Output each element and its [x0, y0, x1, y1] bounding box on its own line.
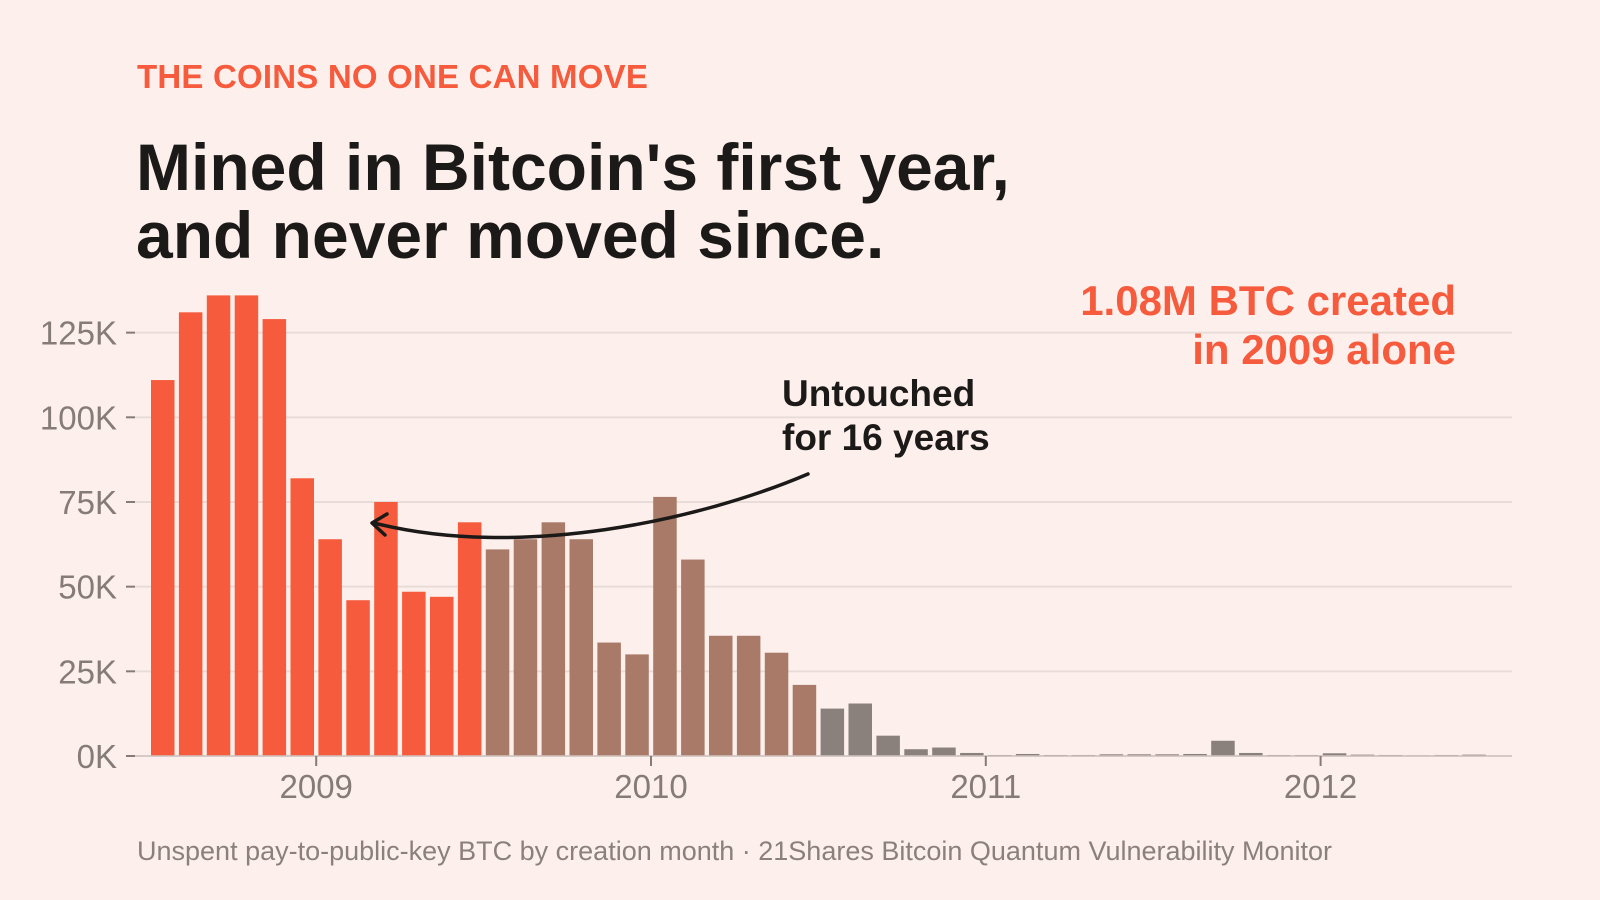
y-tick-label: 50K — [58, 569, 117, 606]
bar — [569, 539, 593, 756]
bar — [681, 559, 705, 756]
chart-title-line-1: Mined in Bitcoin's first year, — [136, 130, 1010, 204]
bar — [1211, 740, 1235, 756]
bar — [1322, 753, 1347, 756]
annotation-line-1: Untouched — [782, 373, 976, 414]
bar — [1127, 754, 1151, 756]
y-tick-label: 25K — [58, 653, 117, 690]
bar — [346, 600, 370, 756]
bar — [932, 747, 956, 756]
x-tick-label: 2009 — [279, 768, 352, 805]
bar — [262, 319, 287, 756]
total-callout: 1.08M BTC created in 2009 alone — [1080, 276, 1456, 374]
bar — [318, 539, 342, 756]
bar — [848, 703, 872, 756]
bar — [960, 752, 984, 756]
annotation-arrowhead — [370, 512, 389, 537]
bar — [234, 295, 259, 756]
untouched-annotation: Untouched for 16 years — [782, 372, 990, 460]
annotation-arrow — [372, 472, 810, 540]
bar — [374, 501, 398, 756]
bar — [151, 380, 175, 756]
bar — [904, 749, 928, 756]
bar — [1015, 753, 1040, 756]
bar — [1183, 753, 1207, 756]
source-footer: Unspent pay-to-public-key BTC by creatio… — [137, 836, 1333, 866]
chart-kicker: THE COINS NO ONE CAN MOVE — [137, 58, 649, 95]
y-tick-label: 100K — [40, 399, 117, 436]
bar — [402, 591, 426, 756]
y-tick-label: 0K — [77, 738, 117, 775]
bar — [1099, 754, 1124, 756]
bar — [792, 684, 817, 756]
chart-title: Mined in Bitcoin's first year, and never… — [136, 133, 1010, 269]
bar — [457, 522, 482, 756]
bar — [597, 642, 621, 756]
total-callout-line-1: 1.08M BTC created — [1080, 277, 1456, 324]
x-tick-label: 2010 — [614, 768, 687, 805]
bar — [206, 295, 231, 756]
bar — [290, 478, 314, 756]
bar — [625, 654, 649, 756]
total-callout-line-2: in 2009 alone — [1192, 326, 1456, 373]
bar — [653, 496, 677, 756]
bar — [430, 596, 454, 756]
bar — [513, 539, 538, 756]
bar — [1155, 754, 1179, 756]
y-tick-label: 125K — [40, 315, 117, 352]
bar — [1239, 752, 1263, 756]
bar — [541, 522, 566, 756]
annotation-line-2: for 16 years — [782, 417, 990, 458]
bar — [876, 735, 900, 756]
bar — [709, 635, 733, 756]
chart-title-line-2: and never moved since. — [136, 198, 885, 272]
bar — [736, 635, 761, 756]
bar — [178, 312, 203, 756]
bar — [820, 708, 845, 756]
x-tick-label: 2011 — [950, 768, 1021, 805]
bar — [485, 549, 510, 756]
x-tick-label: 2012 — [1284, 768, 1357, 805]
bar — [764, 652, 789, 756]
y-tick-label: 75K — [58, 484, 117, 521]
